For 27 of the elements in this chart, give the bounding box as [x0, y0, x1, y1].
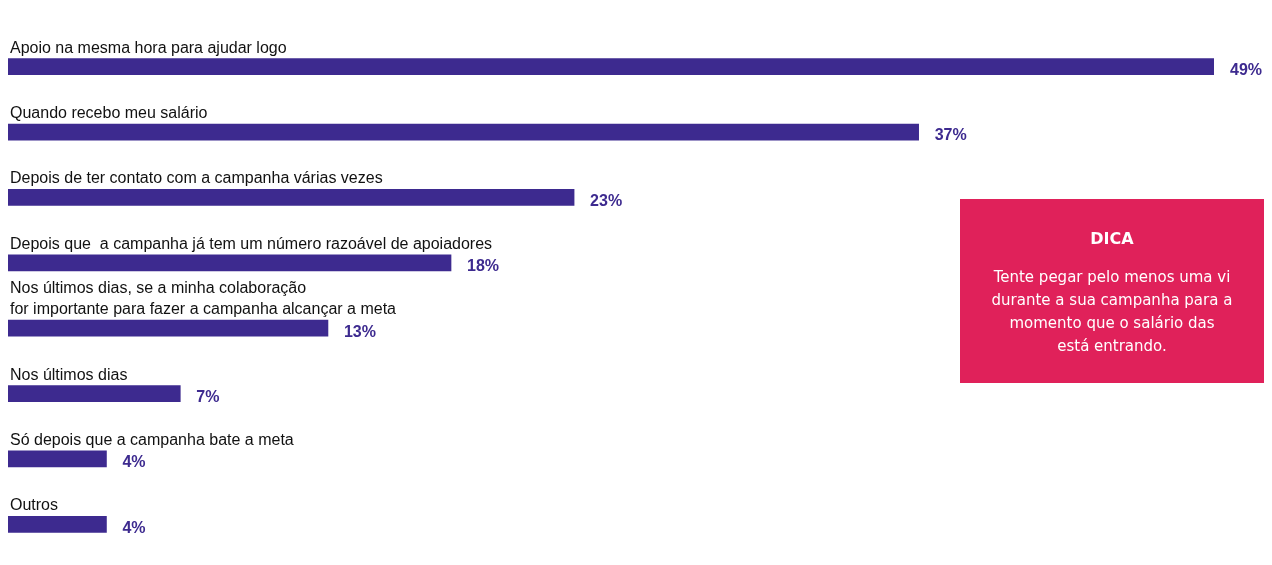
bar — [8, 319, 329, 337]
bar — [8, 123, 919, 141]
data-label: 49% — [1230, 61, 1263, 79]
data-label: 7% — [196, 387, 220, 405]
data-label: 37% — [934, 126, 967, 144]
bar — [8, 254, 452, 272]
y-tick-label: Só depois que a campanha bate a meta — [10, 430, 294, 448]
y-tick-label: Outros — [10, 496, 59, 514]
y-tick-label: Depois que a campanha já tem um número razoável de apoiadores — [10, 234, 493, 252]
tip-card: DICA Tente pegar pelo menos uma vi durante a sua campanha para a momento que o salário das está entrando. — [960, 199, 1264, 383]
bar — [8, 385, 181, 402]
y-tick-label: Apoio na mesma hora para ajudar logo — [10, 38, 287, 56]
annotation: DICA — [1089, 229, 1135, 248]
bar — [8, 515, 107, 533]
data-label: 23% — [590, 191, 623, 209]
bar — [8, 58, 1214, 76]
data-label: 13% — [343, 322, 376, 340]
y-tick-label: Depois de ter contato com a campanha várias vezes — [10, 169, 383, 187]
y-tick-label: Nos últimos dias — [10, 365, 128, 383]
bar — [8, 450, 107, 468]
data-label: 4% — [122, 518, 146, 536]
bar — [8, 189, 575, 206]
data-label: 18% — [467, 257, 500, 275]
data-label: 4% — [122, 453, 146, 471]
y-tick-label: Quando recebo meu salário — [10, 104, 208, 122]
annotation: Tente pegar pelo menos uma vi durante a sua campanha para a momento que o salário das está entrando. — [990, 267, 1234, 357]
y-tick-label: Nos últimos dias, se a minha colaboração for importante para fazer a campanha alcançar a meta — [10, 279, 397, 318]
